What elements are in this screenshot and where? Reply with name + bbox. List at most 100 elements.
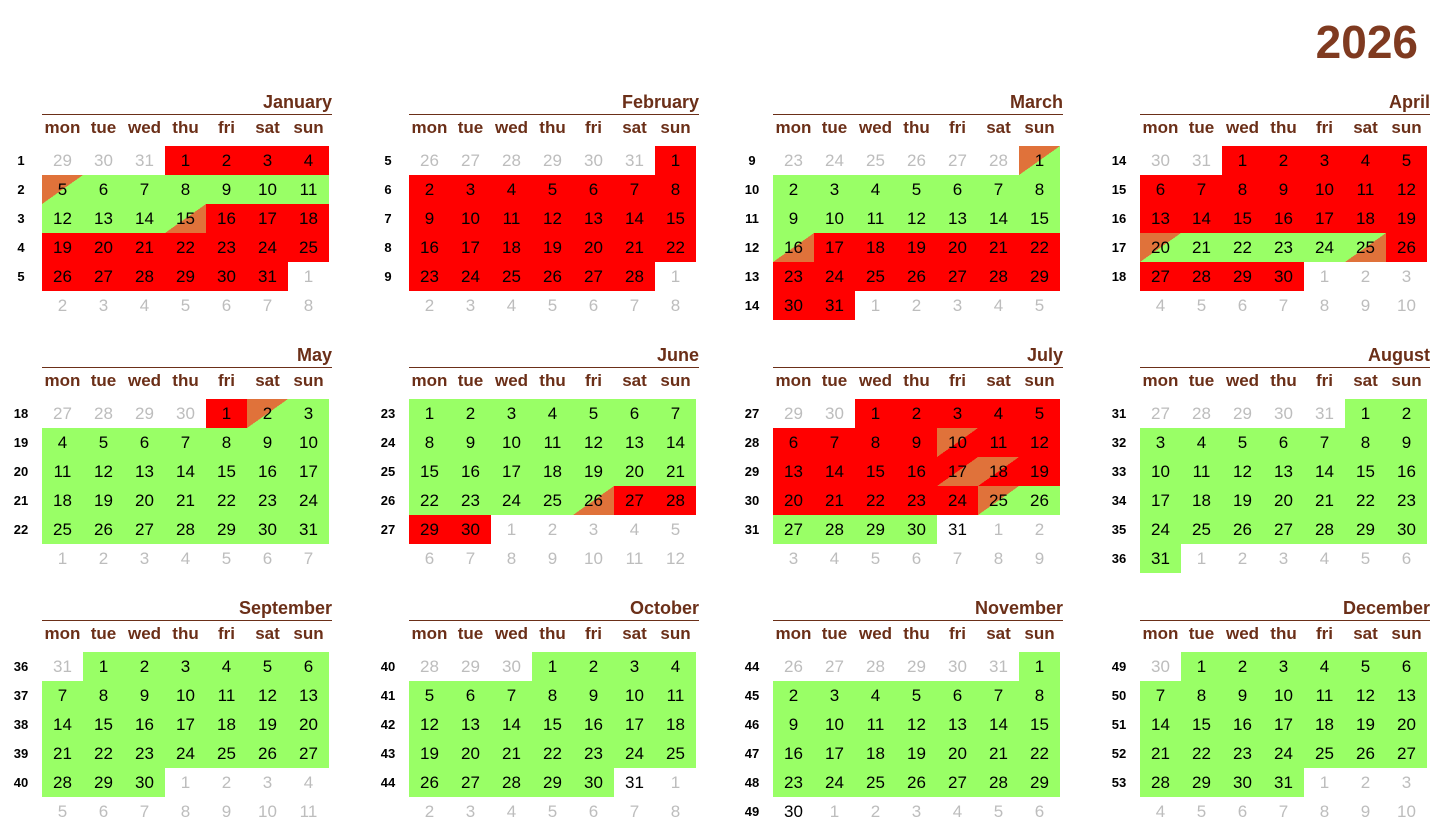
day-cell[interactable]: 19 [409, 739, 450, 768]
day-cell[interactable]: 28 [165, 515, 206, 544]
day-cell[interactable]: 24 [247, 233, 288, 262]
day-cell[interactable]: 16 [409, 233, 450, 262]
day-cell[interactable]: 10 [814, 710, 855, 739]
day-cell[interactable]: 27 [1386, 739, 1427, 768]
day-cell[interactable]: 21 [1140, 739, 1181, 768]
day-cell[interactable]: 2 [247, 399, 288, 428]
day-cell[interactable]: 30 [896, 515, 937, 544]
day-cell[interactable]: 16 [1386, 457, 1427, 486]
day-cell[interactable]: 20 [1140, 233, 1181, 262]
day-cell[interactable]: 1 [409, 399, 450, 428]
day-cell[interactable]: 31 [625, 773, 644, 792]
day-cell[interactable]: 18 [978, 457, 1019, 486]
day-cell[interactable]: 2 [450, 399, 491, 428]
day-cell[interactable]: 27 [773, 515, 814, 544]
day-cell[interactable]: 13 [937, 710, 978, 739]
day-cell[interactable]: 12 [83, 457, 124, 486]
day-cell[interactable]: 4 [655, 652, 696, 681]
day-cell[interactable]: 24 [450, 262, 491, 291]
day-cell[interactable]: 15 [1222, 204, 1263, 233]
day-cell[interactable]: 14 [655, 428, 696, 457]
day-cell[interactable]: 16 [450, 457, 491, 486]
day-cell[interactable]: 27 [288, 739, 329, 768]
day-cell[interactable]: 21 [491, 739, 532, 768]
day-cell[interactable]: 30 [450, 515, 491, 544]
day-cell[interactable]: 5 [83, 428, 124, 457]
day-cell[interactable]: 25 [1304, 739, 1345, 768]
day-cell[interactable]: 4 [491, 175, 532, 204]
day-cell[interactable]: 9 [1263, 175, 1304, 204]
day-cell[interactable]: 15 [1181, 710, 1222, 739]
day-cell[interactable]: 11 [655, 681, 696, 710]
day-cell[interactable]: 4 [42, 428, 83, 457]
day-cell[interactable]: 15 [655, 204, 696, 233]
day-cell[interactable]: 10 [1140, 457, 1181, 486]
day-cell[interactable]: 21 [814, 486, 855, 515]
day-cell[interactable]: 19 [83, 486, 124, 515]
day-cell[interactable]: 23 [1222, 739, 1263, 768]
day-cell[interactable]: 4 [532, 399, 573, 428]
day-cell[interactable]: 6 [124, 428, 165, 457]
day-cell[interactable]: 13 [124, 457, 165, 486]
day-cell[interactable]: 9 [773, 204, 814, 233]
day-cell[interactable]: 28 [1181, 262, 1222, 291]
day-cell[interactable]: 22 [165, 233, 206, 262]
day-cell[interactable]: 10 [1263, 681, 1304, 710]
day-cell[interactable]: 15 [1019, 710, 1060, 739]
day-cell[interactable]: 28 [814, 515, 855, 544]
day-cell[interactable]: 22 [1181, 739, 1222, 768]
day-cell[interactable]: 20 [773, 486, 814, 515]
day-cell[interactable]: 15 [409, 457, 450, 486]
day-cell[interactable]: 13 [614, 428, 655, 457]
day-cell[interactable]: 9 [450, 428, 491, 457]
day-cell[interactable]: 3 [247, 146, 288, 175]
day-cell[interactable]: 29 [1181, 768, 1222, 797]
day-cell[interactable]: 25 [855, 768, 896, 797]
day-cell[interactable]: 28 [42, 768, 83, 797]
day-cell[interactable]: 23 [1386, 486, 1427, 515]
day-cell[interactable]: 21 [614, 233, 655, 262]
day-cell[interactable]: 1 [83, 652, 124, 681]
day-cell[interactable]: 16 [1263, 204, 1304, 233]
day-cell[interactable]: 2 [1222, 652, 1263, 681]
day-cell[interactable]: 22 [655, 233, 696, 262]
day-cell[interactable]: 14 [124, 204, 165, 233]
day-cell[interactable]: 10 [814, 204, 855, 233]
day-cell[interactable]: 5 [1019, 399, 1060, 428]
day-cell[interactable]: 31 [814, 291, 855, 320]
day-cell[interactable]: 16 [124, 710, 165, 739]
day-cell[interactable]: 27 [614, 486, 655, 515]
day-cell[interactable]: 13 [573, 204, 614, 233]
day-cell[interactable]: 14 [614, 204, 655, 233]
day-cell[interactable]: 16 [573, 710, 614, 739]
day-cell[interactable]: 1 [206, 399, 247, 428]
day-cell[interactable]: 25 [978, 486, 1019, 515]
day-cell[interactable]: 24 [814, 768, 855, 797]
day-cell[interactable]: 11 [288, 175, 329, 204]
day-cell[interactable]: 17 [491, 457, 532, 486]
day-cell[interactable]: 8 [1019, 175, 1060, 204]
day-cell[interactable]: 4 [1345, 146, 1386, 175]
day-cell[interactable]: 30 [247, 515, 288, 544]
day-cell[interactable]: 22 [532, 739, 573, 768]
day-cell[interactable]: 19 [1386, 204, 1427, 233]
day-cell[interactable]: 2 [896, 399, 937, 428]
day-cell[interactable]: 3 [937, 399, 978, 428]
day-cell[interactable]: 5 [409, 681, 450, 710]
day-cell[interactable]: 13 [1263, 457, 1304, 486]
day-cell[interactable]: 23 [450, 486, 491, 515]
day-cell[interactable]: 5 [1386, 146, 1427, 175]
day-cell[interactable]: 3 [165, 652, 206, 681]
day-cell[interactable]: 5 [247, 652, 288, 681]
day-cell[interactable]: 26 [1222, 515, 1263, 544]
day-cell[interactable]: 23 [896, 486, 937, 515]
day-cell[interactable]: 6 [937, 175, 978, 204]
day-cell[interactable]: 30 [1263, 262, 1304, 291]
day-cell[interactable]: 5 [896, 175, 937, 204]
day-cell[interactable]: 9 [247, 428, 288, 457]
day-cell[interactable]: 1 [1019, 652, 1060, 681]
day-cell[interactable]: 22 [1019, 739, 1060, 768]
day-cell[interactable]: 4 [1181, 428, 1222, 457]
day-cell[interactable]: 9 [124, 681, 165, 710]
day-cell[interactable]: 24 [1304, 233, 1345, 262]
